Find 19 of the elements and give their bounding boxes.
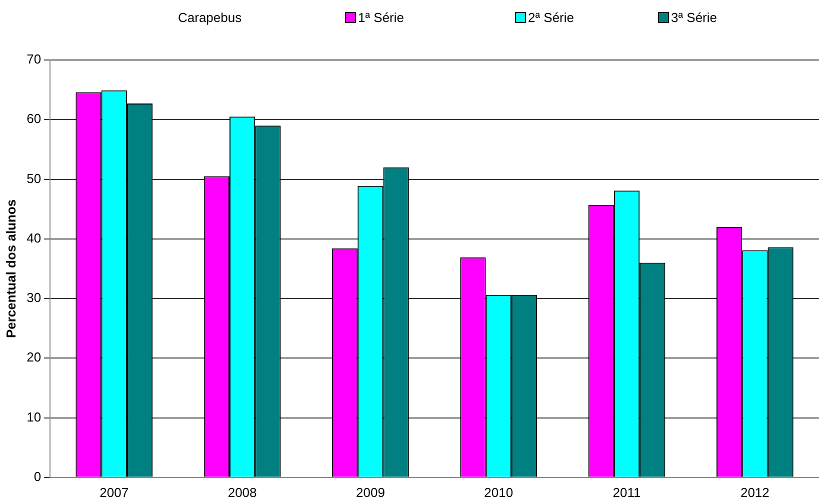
legend-label: 2ª Série <box>528 10 574 25</box>
x-tick-label: 2010 <box>484 484 514 500</box>
legend-label: 1ª Série <box>358 10 404 25</box>
x-tick-label: 2012 <box>740 484 770 500</box>
x-tick-label: 2008 <box>228 484 257 500</box>
x-tick-label: 2007 <box>100 484 129 500</box>
y-tick-label: 0 <box>34 468 42 484</box>
y-tick-label: 60 <box>26 111 42 126</box>
y-tick-label: 30 <box>26 290 42 306</box>
y-tick-label: 40 <box>26 230 42 246</box>
x-tick-label: 2009 <box>356 484 385 500</box>
y-tick-label: 20 <box>26 350 42 365</box>
y-tick-label: 50 <box>26 170 42 186</box>
y-tick-label: 70 <box>26 52 42 67</box>
legend-title: Carapebus <box>178 10 242 25</box>
x-tick-label: 2011 <box>612 484 641 500</box>
legend-label: 3ª Série <box>671 10 718 25</box>
y-tick-label: 10 <box>26 409 42 424</box>
y-axis-title: Percentual dos alunos <box>3 199 18 338</box>
